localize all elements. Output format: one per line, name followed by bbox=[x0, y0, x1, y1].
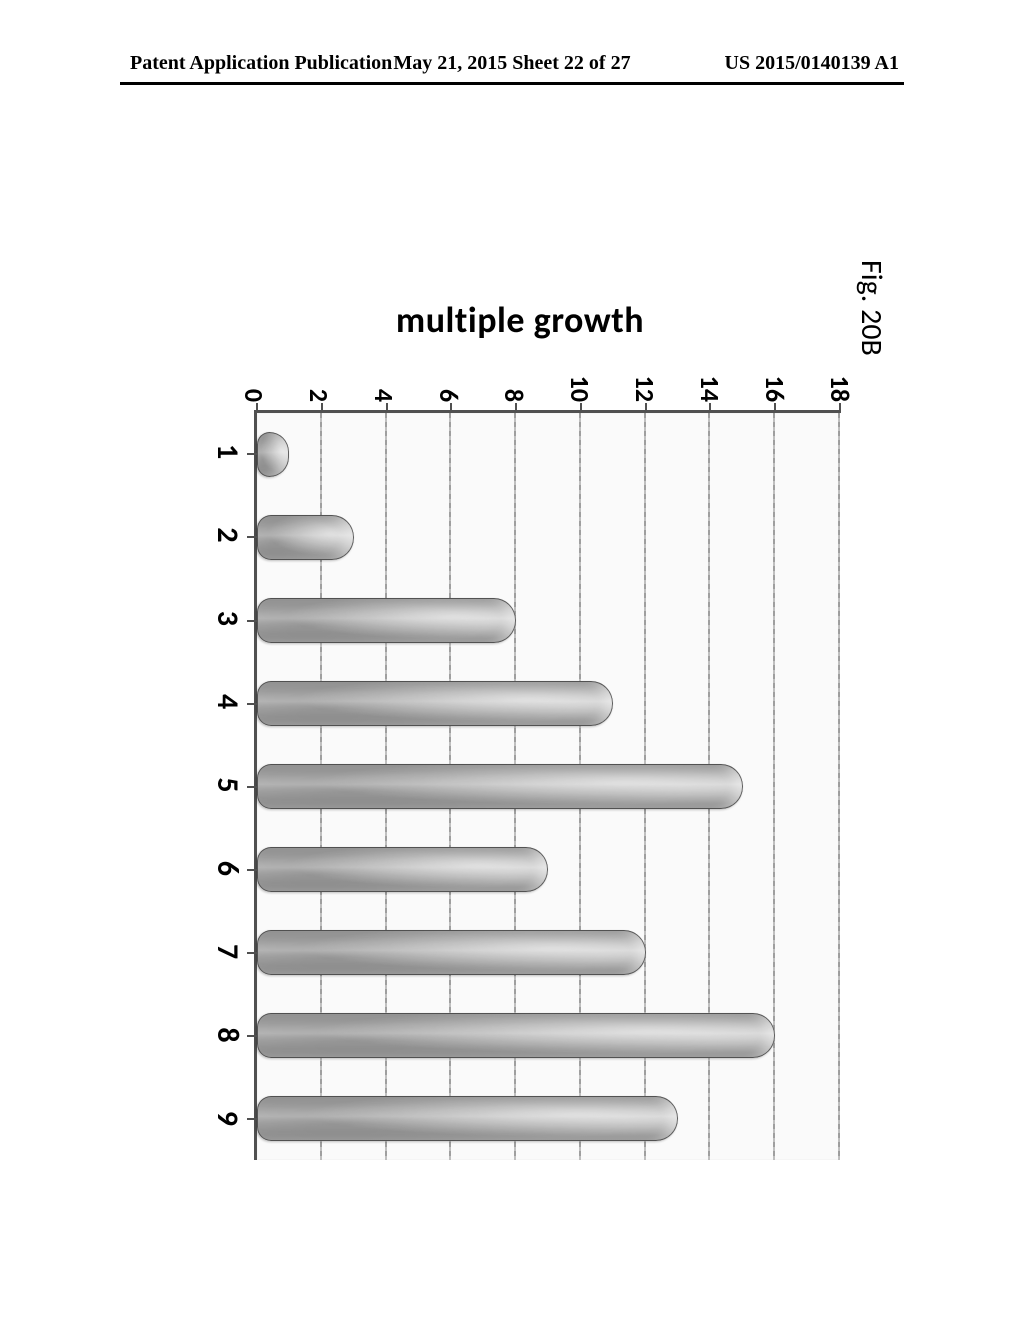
y-tick-mark bbox=[386, 403, 388, 413]
figure-stage: Fig. 20B multiple growth 024681012141618… bbox=[190, 260, 850, 1180]
bar bbox=[257, 1013, 775, 1059]
gridline bbox=[773, 413, 775, 1160]
bar bbox=[257, 847, 549, 893]
x-tick-label: 6 bbox=[209, 861, 246, 876]
plot-area bbox=[254, 410, 840, 1160]
y-tick-label: 16 bbox=[759, 376, 791, 402]
header-patent-id: US 2015/0140139 A1 bbox=[725, 52, 899, 75]
gridline bbox=[838, 413, 840, 1160]
y-tick-mark bbox=[450, 403, 452, 413]
bar bbox=[257, 598, 516, 644]
bar bbox=[257, 432, 289, 478]
y-tick-mark bbox=[774, 403, 776, 413]
x-tick-label: 5 bbox=[209, 777, 246, 792]
x-tick-label: 2 bbox=[209, 527, 246, 542]
header-sheet-info: May 21, 2015 Sheet 22 of 27 bbox=[393, 52, 630, 75]
figure-label: Fig. 20B bbox=[853, 260, 890, 356]
bar bbox=[257, 515, 354, 561]
x-tick-label: 3 bbox=[209, 611, 246, 626]
y-tick-label: 12 bbox=[629, 376, 661, 402]
y-tick-mark bbox=[580, 403, 582, 413]
y-tick-label: 8 bbox=[498, 389, 530, 402]
y-tick-mark bbox=[515, 403, 517, 413]
y-tick-label: 14 bbox=[694, 376, 726, 402]
y-axis-ticks: 024681012141618 bbox=[254, 350, 840, 410]
x-tick-label: 1 bbox=[209, 444, 246, 459]
bar bbox=[257, 681, 613, 727]
x-tick-label: 8 bbox=[209, 1027, 246, 1042]
y-axis-label: multiple growth bbox=[200, 290, 840, 350]
y-tick-label: 18 bbox=[824, 376, 856, 402]
bar bbox=[257, 930, 646, 976]
y-axis-label-text: multiple growth bbox=[396, 298, 644, 342]
x-tick-label: 4 bbox=[209, 694, 246, 709]
y-tick-label: 0 bbox=[238, 389, 270, 402]
bar bbox=[257, 764, 743, 810]
x-axis-ticks: 1 2 3 4 5 6 7 8 9 bbox=[200, 410, 254, 1160]
bar-chart: multiple growth 024681012141618 12345678… bbox=[200, 290, 840, 1160]
y-tick-label: 2 bbox=[303, 389, 335, 402]
y-tick-mark bbox=[256, 403, 258, 413]
bar bbox=[257, 1096, 678, 1142]
y-tick-label: 10 bbox=[564, 376, 596, 402]
header-rule bbox=[120, 82, 904, 85]
y-tick-label: 4 bbox=[368, 389, 400, 402]
y-tick-mark bbox=[839, 403, 841, 413]
y-tick-mark bbox=[321, 403, 323, 413]
y-tick-mark bbox=[645, 403, 647, 413]
y-tick-mark bbox=[709, 403, 711, 413]
header-publication: Patent Application Publication bbox=[130, 52, 392, 75]
x-tick-label: 7 bbox=[209, 944, 246, 959]
y-tick-label: 6 bbox=[433, 389, 465, 402]
x-tick-label: 9 bbox=[209, 1111, 246, 1126]
